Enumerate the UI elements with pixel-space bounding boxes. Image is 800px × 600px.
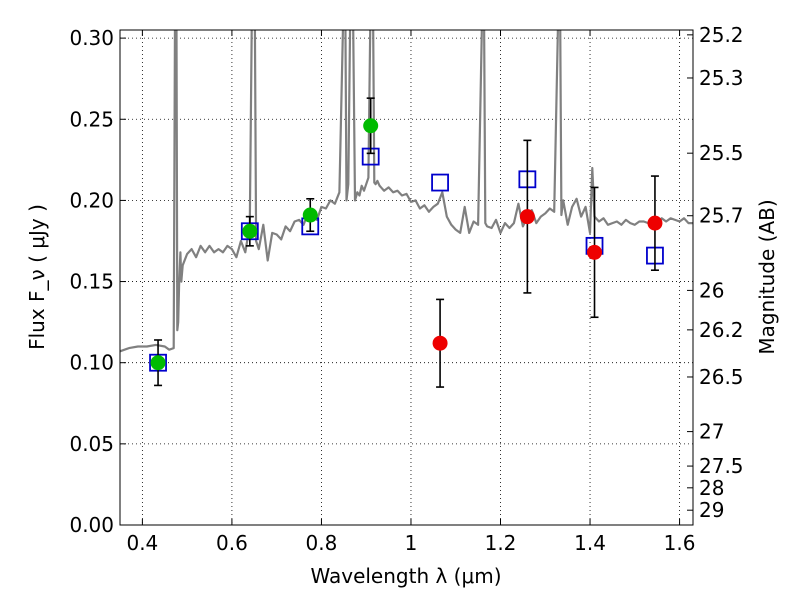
x-tick-label: 1 bbox=[405, 531, 418, 555]
photometry-point bbox=[242, 223, 258, 239]
mag-tick-label: 26 bbox=[699, 278, 724, 302]
photometry-point bbox=[587, 244, 603, 260]
grid bbox=[120, 30, 693, 526]
y-tick-label: 0.00 bbox=[69, 513, 114, 537]
plot-frame bbox=[119, 29, 694, 526]
y-tick-label: 0.05 bbox=[69, 432, 114, 456]
model-square-point bbox=[431, 173, 449, 192]
mag-tick-label: 29 bbox=[699, 498, 724, 522]
photometry-point bbox=[363, 118, 379, 134]
x-axis-label: Wavelength λ (μm) bbox=[310, 564, 501, 588]
mag-tick-label: 27 bbox=[699, 420, 724, 444]
y-tick-label: 0.30 bbox=[69, 26, 114, 50]
photometry-points bbox=[149, 97, 664, 388]
photometry-point bbox=[302, 207, 318, 223]
y2-axis-label: Magnitude (AB) bbox=[755, 199, 779, 354]
mag-tick-label: 25.7 bbox=[699, 204, 744, 228]
template-spectrum bbox=[120, 30, 693, 353]
y-axis-label: Flux F_ν ( μJy ) bbox=[25, 204, 49, 350]
mag-tick-label: 25.2 bbox=[699, 23, 744, 47]
photometry-point bbox=[519, 209, 535, 225]
y-tick-label: 0.15 bbox=[69, 270, 114, 294]
axis-ticks: 0.4 0.6 0.8 1 1.2 1.4 1.6 0.00 0.05 0.10 0.15 0.20 0… bbox=[69, 23, 743, 555]
x-tick-label: 0.6 bbox=[216, 531, 248, 555]
y-tick-label: 0.10 bbox=[69, 351, 114, 375]
y-tick-label: 0.25 bbox=[69, 107, 114, 131]
x-tick-label: 0.8 bbox=[306, 531, 338, 555]
mag-tick-label: 26.2 bbox=[699, 318, 744, 342]
mag-tick-label: 25.3 bbox=[699, 66, 744, 90]
mag-tick-label: 27.5 bbox=[699, 454, 744, 478]
mag-tick-label: 25.5 bbox=[699, 141, 744, 165]
photometry-point bbox=[647, 215, 663, 231]
x-tick-label: 1.4 bbox=[574, 531, 606, 555]
photometry-point bbox=[150, 355, 166, 371]
mag-tick-label: 28 bbox=[699, 476, 724, 500]
mag-tick-label: 26.5 bbox=[699, 365, 744, 389]
y-tick-label: 0.20 bbox=[69, 188, 114, 212]
x-tick-label: 1.6 bbox=[664, 531, 696, 555]
x-tick-label: 1.2 bbox=[485, 531, 517, 555]
photometry-point bbox=[432, 335, 448, 351]
x-tick-label: 0.4 bbox=[126, 531, 158, 555]
template-line bbox=[120, 30, 693, 353]
